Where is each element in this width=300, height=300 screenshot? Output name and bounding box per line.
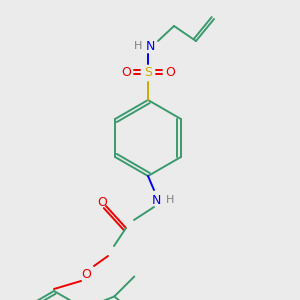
Text: S: S xyxy=(144,65,152,79)
Text: H: H xyxy=(166,195,174,205)
Text: N: N xyxy=(145,40,155,52)
Text: O: O xyxy=(165,65,175,79)
Text: O: O xyxy=(81,268,91,281)
Text: O: O xyxy=(97,196,107,208)
Text: N: N xyxy=(151,194,161,206)
Text: O: O xyxy=(121,65,131,79)
Text: H: H xyxy=(134,41,142,51)
